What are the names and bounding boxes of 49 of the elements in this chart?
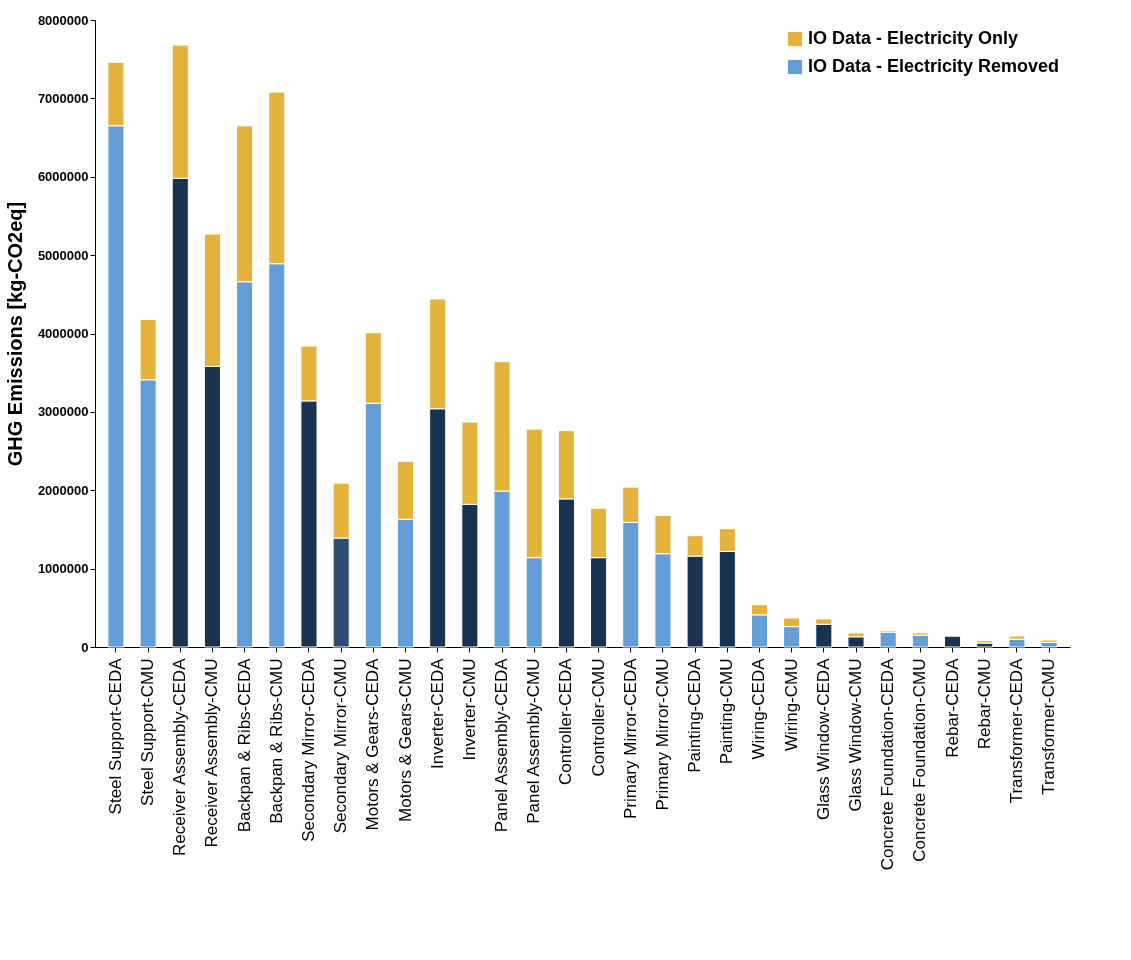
- x-tick-label: Steel Support-CMU: [138, 658, 158, 806]
- x-tick-label: Motors & Gears-CEDA: [363, 657, 383, 831]
- x-tick-label: Transformer-CEDA: [1006, 657, 1026, 804]
- bar: [847, 636, 865, 648]
- bar: [911, 634, 929, 648]
- x-tick-label: Secondary Mirror-CMU: [331, 658, 351, 834]
- x-tick-label: Inverter-CEDA: [427, 657, 447, 770]
- x-tick-label: Wiring-CEDA: [749, 657, 769, 760]
- x-tick-label: Transformer-CMU: [1039, 658, 1059, 795]
- x-tick-label: Glass Window-CEDA: [813, 657, 833, 821]
- x-tick-label: Receiver Assembly-CEDA: [170, 657, 190, 856]
- bar: [1040, 641, 1058, 648]
- bar: [879, 631, 897, 648]
- x-tick-label: Backpan & Ribs-CMU: [266, 658, 286, 824]
- x-tick-label: Concrete Foundation-CMU: [910, 658, 930, 862]
- y-axis-title: GHG Emissions [kg-CO2eq]: [3, 201, 26, 467]
- bar: [944, 635, 962, 648]
- y-tick-label: 0: [81, 639, 89, 655]
- x-tick-label: Panel Assembly-CEDA: [492, 657, 512, 833]
- y-tick-label: 5000000: [37, 247, 89, 263]
- x-tick-label: Secondary Mirror-CEDA: [298, 657, 318, 842]
- x-tick-label: Controller-CMU: [588, 658, 608, 777]
- x-tick-label: Backpan & Ribs-CEDA: [234, 657, 254, 833]
- legend-label: IO Data - Electricity Removed: [808, 56, 1060, 76]
- x-tick-label: Motors & Gears-CMU: [395, 658, 415, 822]
- y-tick-label: 2000000: [37, 482, 89, 498]
- x-tick-label: Painting-CEDA: [685, 657, 705, 773]
- x-tick-label: Inverter-CMU: [459, 658, 479, 761]
- x-tick-label: Receiver Assembly-CMU: [202, 658, 222, 848]
- y-tick-label: 6000000: [37, 169, 89, 185]
- y-tick-label: 8000000: [37, 12, 89, 28]
- x-tick-label: Glass Window-CMU: [846, 658, 866, 812]
- y-tick-label: 1000000: [37, 561, 89, 577]
- x-tick-label: Steel Support-CEDA: [105, 657, 125, 815]
- y-tick-label: 7000000: [37, 90, 89, 106]
- x-tick-label: Panel Assembly-CMU: [524, 658, 544, 824]
- x-tick-label: Concrete Foundation-CEDA: [878, 657, 898, 871]
- x-tick-label: Painting-CMU: [717, 658, 737, 765]
- y-tick-label: 4000000: [37, 326, 89, 341]
- x-tick-label: Primary Mirror-CEDA: [620, 657, 640, 820]
- legend-label: IO Data - Electricity Only: [808, 28, 1019, 48]
- bar: [976, 640, 994, 644]
- bar: [1008, 638, 1026, 648]
- y-tick-label: 3000000: [37, 404, 89, 420]
- x-tick-label: Rebar-CMU: [974, 658, 994, 750]
- x-tick-label: Primary Mirror-CMU: [652, 658, 672, 811]
- x-tick-label: Rebar-CEDA: [942, 657, 962, 758]
- x-tick-label: Wiring-CMU: [781, 658, 801, 752]
- x-tick-label: Controller-CEDA: [556, 657, 576, 786]
